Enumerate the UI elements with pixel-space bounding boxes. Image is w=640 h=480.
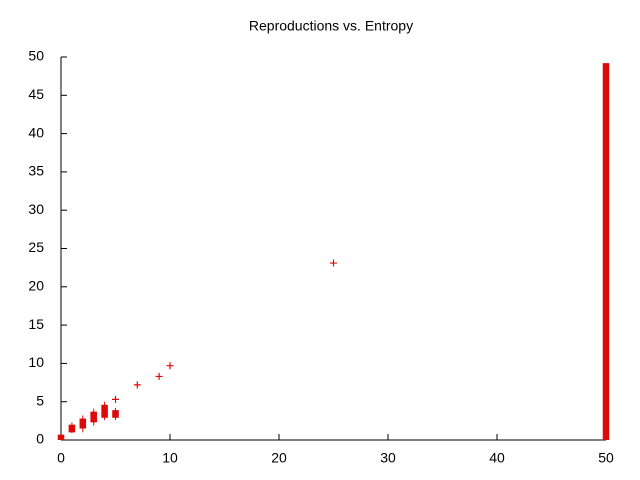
box	[68, 424, 76, 433]
box	[57, 434, 65, 440]
y-tick-label: 20	[28, 278, 44, 294]
outlier	[133, 381, 141, 389]
y-tick-label: 35	[28, 163, 44, 179]
box	[79, 418, 87, 429]
x-tick-label: 20	[271, 450, 287, 466]
y-tick-label: 40	[28, 124, 44, 140]
x-tick-label: 10	[162, 450, 178, 466]
y-tick-label: 0	[36, 431, 44, 447]
box	[90, 411, 97, 423]
x-tick-label: 0	[57, 450, 65, 466]
box	[602, 63, 610, 441]
outlier	[330, 259, 337, 267]
y-tick-label: 5	[36, 392, 44, 408]
y-tick-label: 45	[28, 86, 44, 102]
y-tick-label: 50	[28, 48, 44, 64]
x-tick-label: 40	[489, 450, 505, 466]
outlier	[166, 362, 174, 370]
outlier	[155, 372, 163, 380]
y-tick-label: 15	[28, 316, 44, 332]
y-tick-label: 10	[28, 354, 44, 370]
outlier	[112, 395, 119, 403]
y-tick-label: 25	[28, 239, 44, 255]
box	[112, 410, 119, 418]
box	[101, 404, 108, 418]
y-tick-label: 30	[28, 201, 44, 217]
x-tick-label: 30	[380, 450, 396, 466]
chart-title: Reproductions vs. Entropy	[249, 18, 413, 34]
x-tick-label: 50	[598, 450, 614, 466]
